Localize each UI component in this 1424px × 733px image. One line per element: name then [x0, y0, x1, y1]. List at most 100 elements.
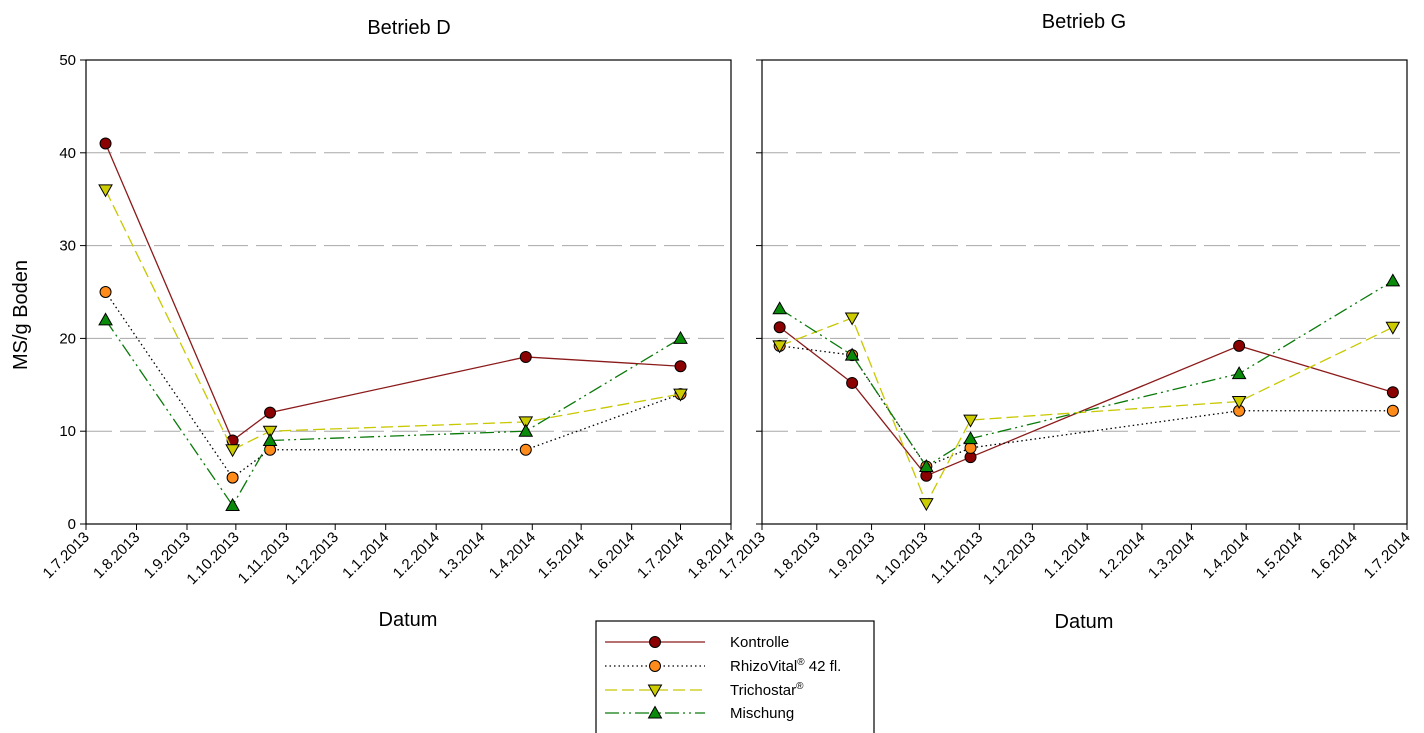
data-point-mischung — [1385, 273, 1401, 287]
data-point-mischung — [262, 432, 278, 446]
x-tick-label: 1.5.2014 — [1253, 529, 1306, 582]
legend-marker — [649, 660, 661, 672]
y-tick-label: 40 — [59, 145, 76, 162]
data-point-trichostar — [772, 340, 788, 354]
data-point-rhizovital — [226, 471, 239, 484]
x-axis-label-betrieb-d: Datum — [379, 609, 438, 631]
data-point-trichostar — [1231, 396, 1247, 410]
legend-item-rhizovital: RhizoVital® 42 fl. — [605, 657, 841, 675]
data-point-kontrolle — [773, 321, 786, 334]
data-point-trichostar — [262, 425, 278, 439]
legend-marker — [647, 705, 663, 719]
legend-label: Kontrolle — [730, 634, 789, 651]
x-tick-label: 1.3.2014 — [435, 529, 488, 582]
data-point-kontrolle — [674, 360, 687, 373]
data-point-trichostar — [225, 444, 240, 458]
legend-label-text: Kontrolle — [730, 634, 789, 651]
data-point-mischung — [1231, 366, 1247, 380]
legend-item-trichostar: Trichostar® — [605, 681, 804, 699]
data-point-mischung — [844, 347, 860, 361]
x-tick-label: 1.8.2013 — [770, 529, 823, 582]
x-tick-label: 1.4.2014 — [1200, 529, 1253, 582]
x-tick-label: 1.10.2013 — [872, 529, 931, 588]
data-point-rhizovital — [519, 443, 532, 456]
series-line-kontrolle-betrieb-g — [779, 326, 1394, 477]
x-tick-label: 1.12.2013 — [980, 529, 1039, 588]
y-tick-label: 0 — [68, 516, 76, 533]
x-axis-label-betrieb-g: Datum — [1055, 611, 1114, 633]
x-tick-label: 1.3.2014 — [1145, 529, 1198, 582]
plot-frame-betrieb-d — [85, 59, 732, 525]
chart-title-betrieb-d: Betrieb D — [367, 17, 450, 39]
data-point-trichostar — [98, 184, 113, 198]
series-line-trichostar-betrieb-d — [104, 189, 681, 451]
data-point-trichostar — [918, 498, 934, 512]
data-point-mischung — [772, 301, 788, 315]
legend-label: RhizoVital® 42 fl. — [730, 657, 841, 675]
plot-frame-betrieb-g — [761, 59, 1408, 525]
data-point-trichostar — [844, 312, 860, 326]
chart-title-betrieb-g: Betrieb G — [1042, 11, 1126, 33]
legend-marker — [647, 684, 663, 698]
series-line-trichostar-betrieb-g — [779, 317, 1394, 506]
series-line-kontrolle-betrieb-d — [104, 143, 681, 442]
data-point-mischung — [225, 497, 240, 511]
series-line-mischung-betrieb-d — [105, 319, 681, 507]
data-point-rhizovital — [99, 286, 112, 298]
x-tick-label: 1.1.2014 — [339, 529, 392, 582]
x-tick-label: 1.7.2013 — [40, 529, 93, 582]
y-tick-label: 50 — [59, 52, 76, 69]
legend-label-suffix: 42 fl. — [805, 658, 842, 675]
y-axis-label: MS/g Boden — [10, 260, 32, 370]
x-tick-label: 1.2.2014 — [1095, 529, 1148, 582]
x-tick-label: 1.11.2013 — [928, 529, 986, 587]
x-tick-label: 1.6.2014 — [1308, 529, 1361, 582]
legend-marker — [649, 636, 661, 648]
x-tick-label: 1.5.2014 — [535, 529, 588, 582]
data-point-mischung — [98, 312, 113, 326]
x-tick-label: 1.2.2014 — [390, 529, 443, 582]
legend-label: Trichostar® — [730, 681, 804, 699]
panel-betrieb-d: Betrieb D Datum MS/g Boden 0 10 20 30 40 50 1.… — [10, 17, 738, 631]
data-point-mischung — [518, 423, 534, 437]
x-tick-label: 1.4.2014 — [486, 529, 539, 582]
data-point-rhizovital — [1386, 404, 1399, 417]
x-tick-label: 1.1.2014 — [1041, 529, 1094, 582]
legend-label-text: Mischung — [730, 705, 794, 722]
legend-label-text: Trichostar — [730, 682, 796, 699]
x-tick-label: 1.9.2013 — [825, 529, 878, 582]
x-tick-label: 1.8.2013 — [90, 529, 143, 582]
data-point-kontrolle — [1386, 386, 1399, 399]
x-tick-label: 1.6.2014 — [585, 529, 638, 582]
x-tick-label: 1.12.2013 — [283, 529, 342, 588]
data-point-kontrolle — [264, 406, 277, 419]
panel-betrieb-g: Betrieb G Datum 1.7.2013 1.8.2013 1.9.2013… — [716, 11, 1414, 633]
series-line-rhizovital-betrieb-g — [779, 345, 1393, 468]
data-point-trichostar — [1385, 321, 1401, 335]
y-tick-label: 10 — [59, 423, 76, 440]
data-point-trichostar — [673, 388, 688, 402]
data-point-trichostar — [518, 416, 534, 430]
data-point-kontrolle — [519, 350, 532, 363]
legend-item-mischung: Mischung — [605, 705, 794, 722]
legend-item-kontrolle: Kontrolle — [605, 634, 789, 651]
data-point-mischung — [963, 431, 978, 445]
y-tick-label: 20 — [59, 330, 76, 347]
data-point-kontrolle — [1233, 339, 1246, 352]
series-line-mischung-betrieb-g — [779, 280, 1394, 468]
legend-label-text: RhizoVital — [730, 658, 797, 675]
y-tick-label: 30 — [59, 238, 76, 255]
legend-label-superscript: ® — [797, 657, 805, 668]
data-point-kontrolle — [99, 137, 112, 150]
legend-label: Mischung — [730, 705, 794, 722]
legend-box — [595, 620, 875, 733]
x-tick-label: 1.7.2014 — [1361, 529, 1414, 582]
data-point-kontrolle — [846, 376, 859, 389]
x-tick-label: 1.10.2013 — [183, 529, 242, 588]
data-point-trichostar — [963, 414, 978, 428]
series-line-rhizovital-betrieb-d — [105, 291, 681, 479]
x-tick-label: 1.7.2014 — [634, 529, 687, 582]
data-point-mischung — [673, 330, 688, 344]
